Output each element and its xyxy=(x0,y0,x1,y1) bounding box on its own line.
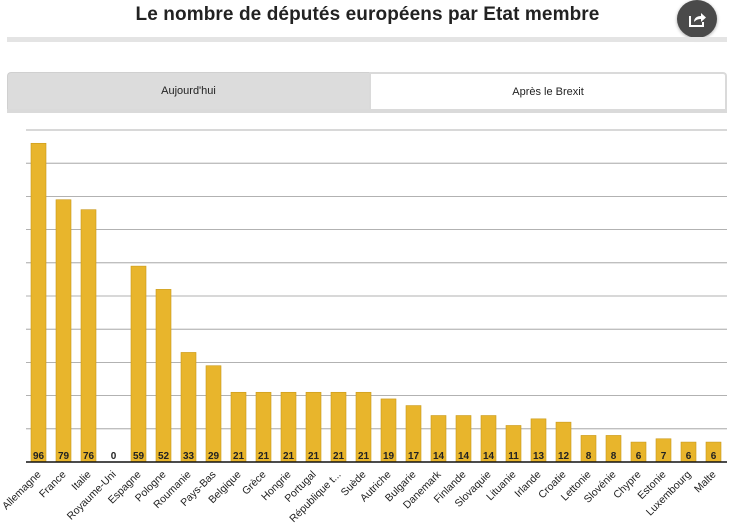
data-label-14: 19 xyxy=(383,451,395,462)
data-label-27: 6 xyxy=(711,451,717,462)
data-label-4: 59 xyxy=(133,451,145,462)
tab-apres-brexit[interactable]: Après le Brexit xyxy=(369,72,727,109)
bar-6 xyxy=(180,352,197,463)
data-label-16: 14 xyxy=(433,451,445,462)
data-label-11: 21 xyxy=(308,451,320,462)
data-label-20: 13 xyxy=(533,451,545,462)
bar-0 xyxy=(30,142,47,463)
data-label-13: 21 xyxy=(358,451,370,462)
share-button[interactable] xyxy=(677,0,717,38)
data-label-24: 6 xyxy=(636,451,642,462)
data-label-7: 29 xyxy=(208,451,220,462)
data-label-26: 6 xyxy=(686,451,692,462)
data-label-25: 7 xyxy=(661,451,667,462)
data-label-17: 14 xyxy=(458,451,470,462)
data-label-3: 0 xyxy=(111,451,117,462)
data-label-21: 12 xyxy=(558,451,570,462)
bar-5 xyxy=(155,289,172,463)
tab-aujourdhui[interactable]: Aujourd'hui xyxy=(7,72,369,109)
data-label-23: 8 xyxy=(611,451,617,462)
bar-2 xyxy=(80,209,97,463)
x-tick-label-27: Malte xyxy=(692,469,719,496)
data-label-2: 76 xyxy=(83,451,95,462)
data-label-19: 11 xyxy=(508,451,519,462)
data-label-18: 14 xyxy=(483,451,495,462)
bar-1 xyxy=(55,199,72,463)
data-label-15: 17 xyxy=(408,451,420,462)
chart-title: Le nombre de députés européens par Etat … xyxy=(135,4,600,25)
tab-bar: Aujourd'hui Après le Brexit xyxy=(7,72,727,113)
title-divider xyxy=(7,37,727,42)
data-label-5: 52 xyxy=(158,451,170,462)
data-label-8: 21 xyxy=(233,451,245,462)
data-label-0: 96 xyxy=(33,451,45,462)
bar-7 xyxy=(205,365,222,463)
x-tick-label-1: France xyxy=(37,469,69,501)
data-label-1: 79 xyxy=(58,451,70,462)
share-icon xyxy=(689,13,706,27)
data-label-9: 21 xyxy=(258,451,270,462)
data-label-10: 21 xyxy=(283,451,295,462)
data-label-6: 33 xyxy=(183,451,195,462)
bar-4 xyxy=(130,265,147,463)
data-label-12: 21 xyxy=(333,451,345,462)
data-label-22: 8 xyxy=(586,451,592,462)
